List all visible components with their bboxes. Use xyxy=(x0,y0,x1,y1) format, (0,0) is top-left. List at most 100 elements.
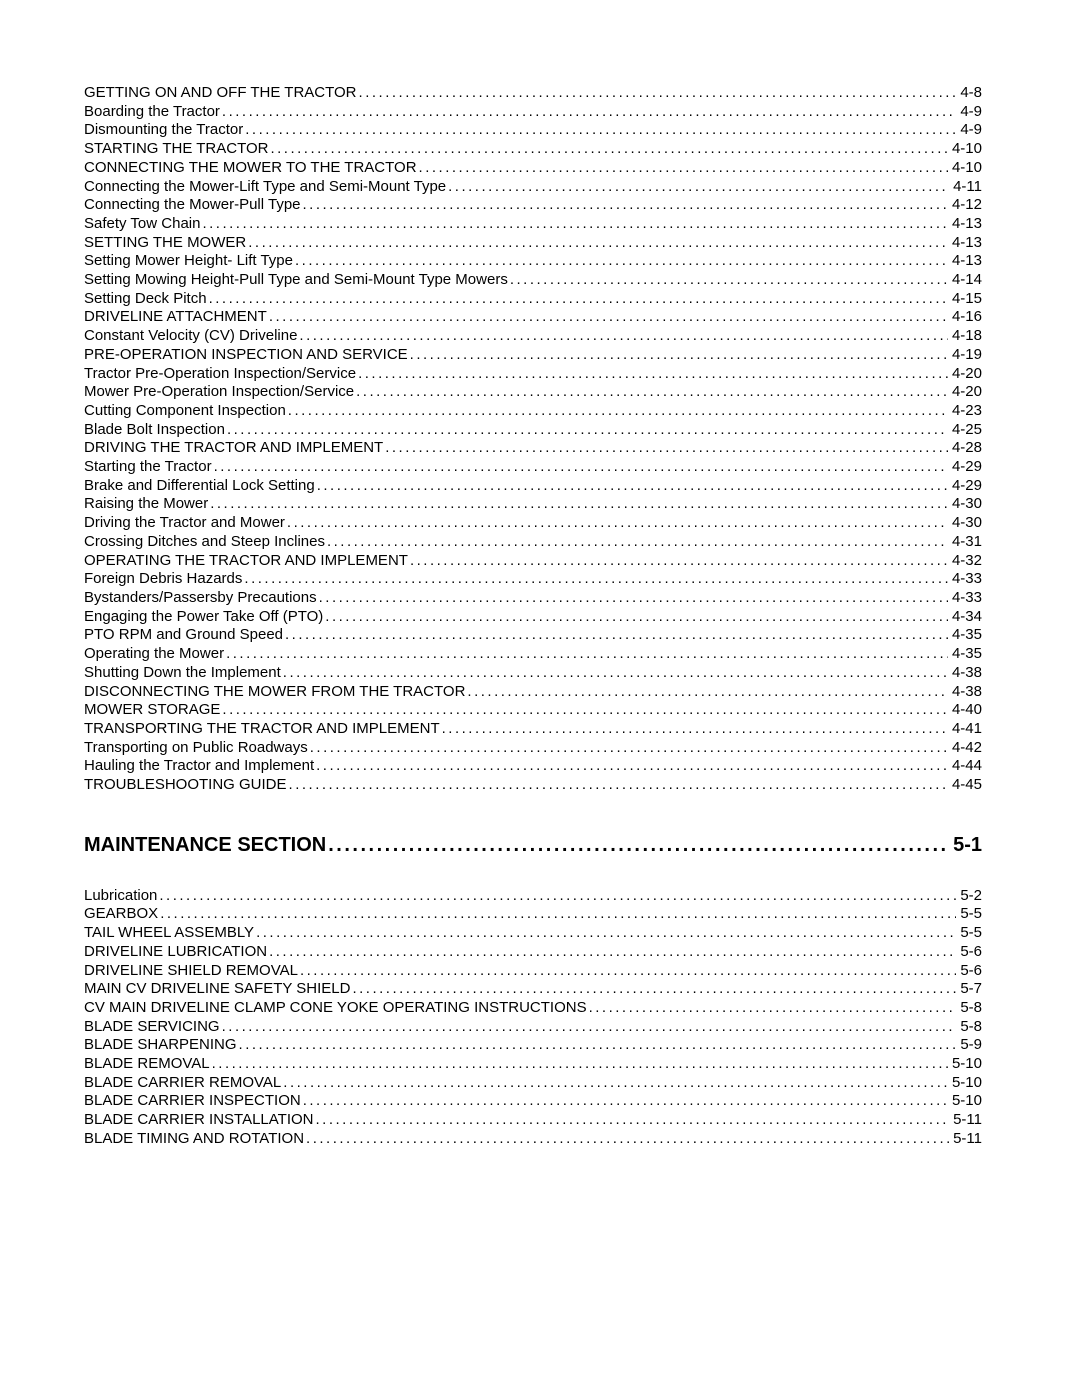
toc-leader-dots: ........................................… xyxy=(408,346,948,365)
toc-entry-title: BLADE CARRIER INSTALLATION xyxy=(84,1111,314,1130)
toc-leader-dots: ........................................… xyxy=(350,980,956,999)
toc-entry: BLADE TIMING AND ROTATION ..............… xyxy=(84,1130,982,1149)
toc-entry: CONNECTING THE MOWER TO THE TRACTOR ....… xyxy=(84,159,982,178)
toc-entry: PTO RPM and Ground Speed ...............… xyxy=(84,626,982,645)
toc-entry: Brake and Differential Lock Setting ....… xyxy=(84,477,982,496)
toc-leader-dots: ........................................… xyxy=(508,271,948,290)
toc-leader-dots: ........................................… xyxy=(314,1111,950,1130)
toc-entry: BLADE SHARPENING .......................… xyxy=(84,1036,982,1055)
toc-entry-page: 4-18 xyxy=(948,327,982,346)
toc-leader-dots: ........................................… xyxy=(304,1130,949,1149)
toc-leader-dots: ........................................… xyxy=(246,234,948,253)
toc-entry-page: 4-20 xyxy=(948,383,982,402)
toc-entry-title: MAIN CV DRIVELINE SAFETY SHIELD xyxy=(84,980,350,999)
toc-leader-dots: ........................................… xyxy=(267,308,948,327)
toc-entry: Driving the Tractor and Mower ..........… xyxy=(84,514,982,533)
toc-leader-dots: ........................................… xyxy=(224,645,948,664)
toc-entry-page: 4-25 xyxy=(948,421,982,440)
toc-entry-page: 5-8 xyxy=(956,1018,982,1037)
toc-leader-dots: ........................................… xyxy=(293,252,948,271)
toc-entry: DRIVELINE LUBRICATION ..................… xyxy=(84,943,982,962)
toc-entry-page: 5-11 xyxy=(949,1130,982,1149)
toc-entry-page: 4-45 xyxy=(948,776,982,795)
toc-entry-page: 4-13 xyxy=(948,234,982,253)
toc-entry: GEARBOX ................................… xyxy=(84,905,982,924)
toc-entry-page: 4-10 xyxy=(948,159,982,178)
toc-section-heading: MAINTENANCE SECTION ....................… xyxy=(84,833,982,857)
toc-entry-page: 4-13 xyxy=(948,252,982,271)
toc-leader-dots: ........................................… xyxy=(267,943,956,962)
toc-leader-dots: ........................................… xyxy=(254,924,956,943)
toc-entry: PRE-OPERATION INSPECTION AND SERVICE ...… xyxy=(84,346,982,365)
toc-entry-page: 4-35 xyxy=(948,626,982,645)
toc-leader-dots: ........................................… xyxy=(325,533,948,552)
toc-leader-dots: ........................................… xyxy=(314,757,948,776)
toc-entry: CV MAIN DRIVELINE CLAMP CONE YOKE OPERAT… xyxy=(84,999,982,1018)
toc-leader-dots: ........................................… xyxy=(354,383,948,402)
toc-leader-dots: ........................................… xyxy=(326,833,949,857)
toc-entry-page: 4-42 xyxy=(948,739,982,758)
toc-entry-title: DRIVELINE LUBRICATION xyxy=(84,943,267,962)
toc-leader-dots: ........................................… xyxy=(207,290,948,309)
toc-entry-title: Cutting Component Inspection xyxy=(84,402,286,421)
toc-entry: Cutting Component Inspection ...........… xyxy=(84,402,982,421)
toc-entry-title: DISCONNECTING THE MOWER FROM THE TRACTOR xyxy=(84,683,465,702)
toc-entry-page: 5-6 xyxy=(956,943,982,962)
toc-entry-title: Mower Pre-Operation Inspection/Service xyxy=(84,383,354,402)
toc-entry-title: Foreign Debris Hazards xyxy=(84,570,242,589)
toc-entry-page: 4-12 xyxy=(948,196,982,215)
toc-entry-page: 4-10 xyxy=(948,140,982,159)
toc-leader-dots: ........................................… xyxy=(315,477,948,496)
toc-entry-page: 4-38 xyxy=(948,664,982,683)
toc-leader-dots: ........................................… xyxy=(268,140,948,159)
toc-leader-dots: ........................................… xyxy=(285,514,948,533)
toc-leader-dots: ........................................… xyxy=(301,196,948,215)
toc-entry-title: Safety Tow Chain xyxy=(84,215,200,234)
toc-entry-page: 4-41 xyxy=(948,720,982,739)
toc-entry-title: Shutting Down the Implement xyxy=(84,664,281,683)
toc-entry-title: DRIVING THE TRACTOR AND IMPLEMENT xyxy=(84,439,383,458)
toc-entry-page: 5-2 xyxy=(956,887,982,906)
toc-entry: TROUBLESHOOTING GUIDE ..................… xyxy=(84,776,982,795)
toc-entry: DISCONNECTING THE MOWER FROM THE TRACTOR… xyxy=(84,683,982,702)
toc-entry-page: 4-31 xyxy=(948,533,982,552)
toc-entry-title: Bystanders/Passersby Precautions xyxy=(84,589,317,608)
toc-entry: BLADE SERVICING ........................… xyxy=(84,1018,982,1037)
toc-entry: Raising the Mower ......................… xyxy=(84,495,982,514)
toc-entry-page: 4-35 xyxy=(948,645,982,664)
toc-entry: BLADE CARRIER INSTALLATION .............… xyxy=(84,1111,982,1130)
toc-entry: TAIL WHEEL ASSEMBLY ....................… xyxy=(84,924,982,943)
toc-entry-page: 4-44 xyxy=(948,757,982,776)
toc-entry: Operating the Mower ....................… xyxy=(84,645,982,664)
toc-entry-page: 5-7 xyxy=(956,980,982,999)
toc-entry: TRANSPORTING THE TRACTOR AND IMPLEMENT .… xyxy=(84,720,982,739)
toc-leader-dots: ........................................… xyxy=(212,458,948,477)
toc-entry: Mower Pre-Operation Inspection/Service .… xyxy=(84,383,982,402)
toc-entry-title: DRIVELINE ATTACHMENT xyxy=(84,308,267,327)
toc-entry: STARTING THE TRACTOR ...................… xyxy=(84,140,982,159)
toc-entry-title: TROUBLESHOOTING GUIDE xyxy=(84,776,287,795)
toc-entry: Safety Tow Chain .......................… xyxy=(84,215,982,234)
toc-leader-dots: ........................................… xyxy=(200,215,948,234)
toc-entry-page: 5-8 xyxy=(956,999,982,1018)
toc-leader-dots: ........................................… xyxy=(297,327,948,346)
toc-leader-dots: ........................................… xyxy=(220,103,956,122)
toc-entry-page: 4-34 xyxy=(948,608,982,627)
toc-entry-page: 5-9 xyxy=(956,1036,982,1055)
toc-entry-title: CV MAIN DRIVELINE CLAMP CONE YOKE OPERAT… xyxy=(84,999,587,1018)
toc-entry: Setting Deck Pitch .....................… xyxy=(84,290,982,309)
toc-entry-title: Transporting on Public Roadways xyxy=(84,739,308,758)
toc-entry: Blade Bolt Inspection ..................… xyxy=(84,421,982,440)
toc-entry-page: 4-13 xyxy=(948,215,982,234)
toc-leader-dots: ........................................… xyxy=(281,1074,948,1093)
toc-entry-title: Setting Mower Height- Lift Type xyxy=(84,252,293,271)
toc-entry-title: Raising the Mower xyxy=(84,495,208,514)
toc-entry: Constant Velocity (CV) Driveline .......… xyxy=(84,327,982,346)
toc-leader-dots: ........................................… xyxy=(383,439,948,458)
toc-entry: Lubrication ............................… xyxy=(84,887,982,906)
toc-leader-dots: ........................................… xyxy=(357,84,957,103)
toc-entry: Starting the Tractor ...................… xyxy=(84,458,982,477)
toc-entry-title: Hauling the Tractor and Implement xyxy=(84,757,314,776)
toc-entry-page: 4-16 xyxy=(948,308,982,327)
toc-entry-title: BLADE REMOVAL xyxy=(84,1055,210,1074)
